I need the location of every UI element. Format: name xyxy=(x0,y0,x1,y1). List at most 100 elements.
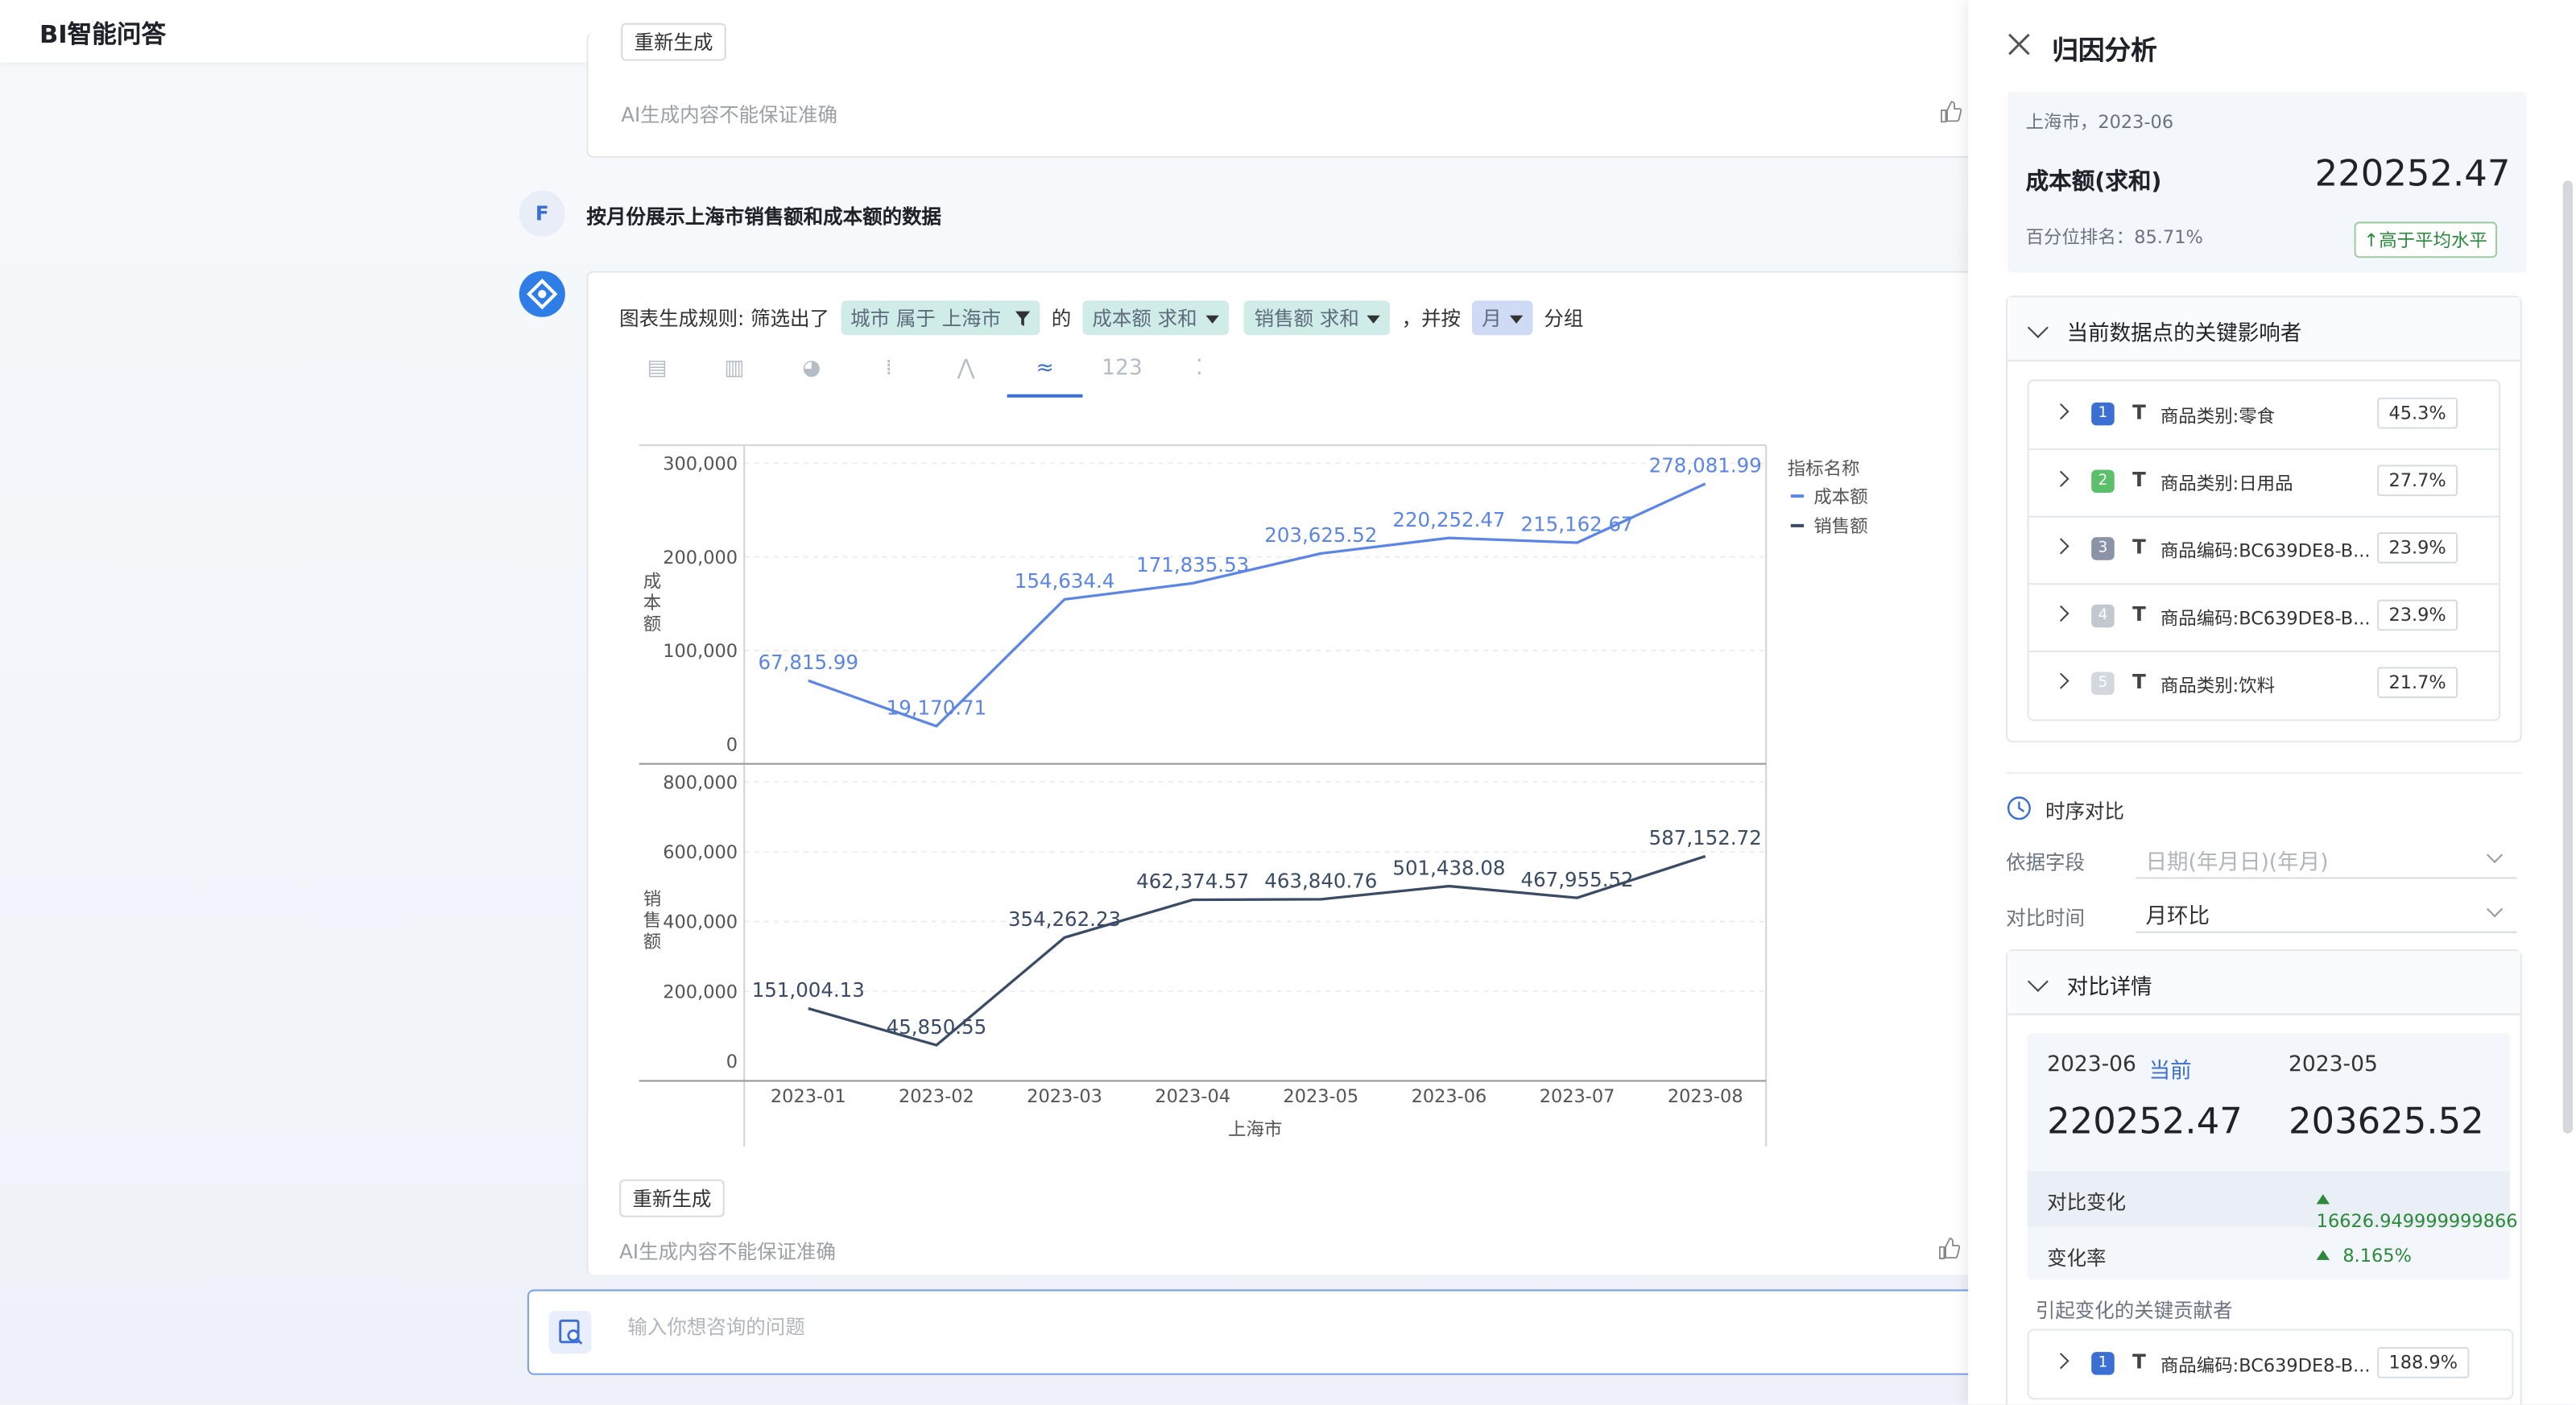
disclaimer-prev: AI生成内容不能保证准确 xyxy=(621,103,837,127)
legend-entry: 销售额 xyxy=(1813,516,1867,537)
dual-line-chart: 0 100,000 200,000 300,000 成本额 0 200,000 400,000… xyxy=(639,444,1868,1147)
tab-pie-chart-icon[interactable]: ◕ xyxy=(802,356,821,382)
text-type-icon: T xyxy=(2132,468,2146,492)
chevron-right-icon xyxy=(2053,605,2069,622)
previous-date: 2023-05 xyxy=(2288,1052,2378,1078)
group-tag[interactable]: 月 xyxy=(1471,300,1533,336)
time-select[interactable]: 月环比 xyxy=(2136,895,2517,933)
search-doc-icon[interactable] xyxy=(548,1311,592,1354)
chevron-down-icon xyxy=(2486,901,2504,918)
divider xyxy=(2006,771,2522,774)
data-label: 278,081.99 xyxy=(1649,454,1762,477)
y-tick-label: 0 xyxy=(726,734,738,755)
status-badge-label: 高于平均水平 xyxy=(2379,229,2487,252)
data-label: 154,634.4 xyxy=(1015,569,1115,593)
metric-tag-cost[interactable]: 成本额 求和 xyxy=(1082,300,1229,336)
x-tick-label: 2023-01 xyxy=(771,1086,846,1107)
tab-line-chart-icon[interactable]: ⋀ xyxy=(957,356,975,382)
rank-badge-icon: 3 xyxy=(2091,537,2115,560)
influencer-row[interactable]: 2 T 商品类别:日用品 27.7% xyxy=(2028,448,2500,518)
status-badge: ↑高于平均水平 xyxy=(2354,221,2498,258)
previous-answer-card: 重新生成 AI生成内容不能保证准确 xyxy=(586,23,2003,158)
y-tick-label: 200,000 xyxy=(663,981,738,1002)
panel-scrollbar[interactable] xyxy=(2562,180,2573,1134)
x-tick-label: 2023-08 xyxy=(1668,1086,1743,1107)
influencer-row[interactable]: 1 T 商品类别:零食 45.3% xyxy=(2028,381,2500,451)
regenerate-button-prev[interactable]: 重新生成 xyxy=(621,23,726,61)
influencer-row[interactable]: 3 T 商品编码:BC639DE8-B... 23.9% xyxy=(2028,516,2500,585)
y-tick-label: 200,000 xyxy=(663,548,738,568)
tab-number-icon[interactable]: 123 xyxy=(1102,356,1143,382)
legend-entry: 成本额 xyxy=(1813,486,1867,507)
thumbs-up-icon[interactable] xyxy=(1938,100,1962,123)
rate-label: 变化率 xyxy=(2047,1246,2107,1271)
y-axis-title: 售 xyxy=(643,911,661,932)
time-select-value: 月环比 xyxy=(2145,905,2210,930)
change-row: 对比变化 16626.949999999866 xyxy=(2027,1171,2518,1232)
previous-value: 203625.52 xyxy=(2288,1101,2484,1143)
summary-rank: 百分位排名：85.71% xyxy=(2025,226,2203,249)
tab-table-icon[interactable]: ▤ xyxy=(647,356,668,382)
change-label: 对比变化 xyxy=(2047,1191,2127,1214)
field-select[interactable]: 日期(年月日)(年月) xyxy=(2136,841,2517,879)
data-label: 215,162.67 xyxy=(1521,513,1634,536)
group-text: ，并按 xyxy=(1401,307,1462,331)
series-line-0 xyxy=(808,482,1706,728)
chart-axes: 0 100,000 200,000 300,000 成本额 0 200,000 400,000… xyxy=(639,444,1768,1147)
triangle-up-icon xyxy=(2316,1250,2330,1260)
chevron-right-icon xyxy=(2053,672,2069,689)
metric-tag-cost-label: 成本额 求和 xyxy=(1092,307,1197,331)
influencer-row[interactable]: 5 T 商品类别:饮料 21.7% xyxy=(2029,651,2499,718)
triangle-up-icon xyxy=(2316,1194,2330,1205)
compare-detail-section: 对比详情 2023-06 当前 2023-05 220252.47 203625… xyxy=(2006,949,2522,1405)
chevron-right-icon xyxy=(2053,1353,2069,1370)
question-input[interactable] xyxy=(624,1314,1617,1341)
text-type-icon: T xyxy=(2132,1350,2146,1374)
influencer-name: 商品类别:饮料 xyxy=(2160,675,2276,697)
rank-badge-icon: 4 xyxy=(2091,604,2115,628)
question-input-box[interactable] xyxy=(527,1289,1993,1375)
field-select-placeholder: 日期(年月日)(年月) xyxy=(2145,850,2329,876)
change-value: 16626.949999999866 xyxy=(2316,1210,2518,1233)
chevron-right-icon xyxy=(2053,538,2069,555)
chevron-right-icon xyxy=(2053,403,2069,420)
close-icon[interactable] xyxy=(2007,33,2031,56)
tab-scatter-icon[interactable]: ⁚ xyxy=(1196,356,1203,382)
filter-tag[interactable]: 城市 属于 上海市 xyxy=(840,300,1040,336)
metric-tag-sales[interactable]: 销售额 求和 xyxy=(1244,300,1391,336)
influencer-row[interactable]: 4 T 商品编码:BC639DE8-B... 23.9% xyxy=(2028,583,2500,652)
data-label: 151,004.13 xyxy=(752,978,865,1002)
attribution-panel: 归因分析 上海市，2023-06 成本额(求和) 220252.47 百分位排名… xyxy=(1968,0,2576,1405)
tab-column-icon[interactable]: ⁞ xyxy=(885,356,892,382)
tab-bar-chart-icon[interactable]: ▥ xyxy=(724,356,745,382)
compare-detail-header[interactable]: 对比详情 xyxy=(2007,951,2520,1015)
influencer-pct: 23.9% xyxy=(2377,599,2458,631)
panel-title: 归因分析 xyxy=(2052,34,2157,66)
filter-tag-label: 城市 属于 上海市 xyxy=(850,307,1002,331)
y-axis-title: 额 xyxy=(643,932,661,953)
field-label: 依据字段 xyxy=(2006,850,2086,874)
summary-location: 上海市，2023-06 xyxy=(2025,111,2174,134)
data-label: 462,374.57 xyxy=(1136,870,1249,893)
summary-value: 220252.47 xyxy=(2314,154,2511,196)
y-tick-label: 800,000 xyxy=(663,772,738,793)
data-label: 67,815.99 xyxy=(759,651,859,674)
regenerate-button[interactable]: 重新生成 xyxy=(619,1179,725,1217)
caret-down-icon xyxy=(1367,315,1381,324)
x-tick-label: 2023-05 xyxy=(1283,1086,1358,1107)
tab-dual-line-icon[interactable]: ≈ xyxy=(1007,349,1083,398)
data-label: 19,170.71 xyxy=(887,696,987,720)
influencers-header[interactable]: 当前数据点的关键影响者 xyxy=(2007,297,2520,362)
chevron-down-icon xyxy=(2027,971,2049,993)
text-type-icon: T xyxy=(2132,670,2146,693)
contributors-title: 引起变化的关键贡献者 xyxy=(2035,1299,2233,1323)
caret-down-icon xyxy=(1509,315,1524,324)
contributor-name: 商品编码:BC639DE8-B... xyxy=(2160,1355,2371,1377)
rule-prefix: 图表生成规则: 筛选出了 xyxy=(619,307,830,331)
contributor-row[interactable]: 1 T 商品编码:BC639DE8-B... 188.9% xyxy=(2027,1329,2514,1400)
chart-rule: 图表生成规则: 筛选出了 城市 属于 上海市 的 成本额 求和 销售额 求和 ，… xyxy=(619,300,1583,336)
text-type-icon: T xyxy=(2132,602,2146,626)
thumbs-up-icon[interactable] xyxy=(1937,1237,1960,1260)
influencer-pct: 27.7% xyxy=(2377,465,2458,497)
summary-metric: 成本额(求和) xyxy=(2025,169,2162,196)
